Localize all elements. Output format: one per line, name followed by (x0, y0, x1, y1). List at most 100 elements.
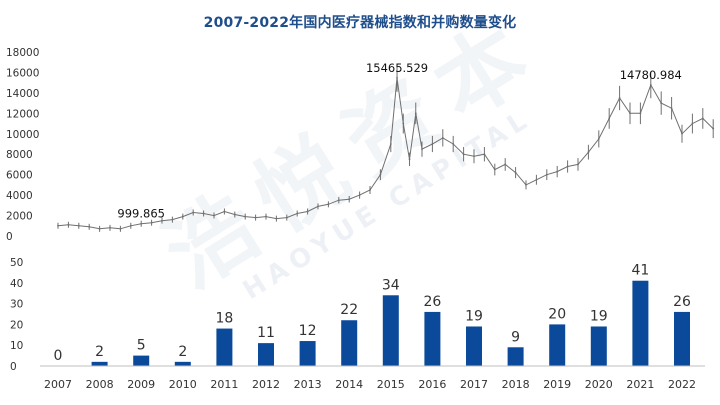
x-tick-label: 2013 (294, 378, 322, 391)
line-point (587, 151, 590, 154)
line-y-tick-label: 14000 (6, 88, 39, 100)
line-point (452, 143, 455, 145)
x-tick-label: 2018 (502, 378, 530, 391)
bar (91, 361, 108, 366)
line-point (649, 84, 652, 86)
line-point (233, 213, 236, 216)
line-chart-annotations: 999.865 15465.529 14780.984 (117, 61, 681, 221)
bar-data-label: 12 (299, 323, 317, 339)
bar (549, 324, 566, 366)
bar-data-label: 19 (465, 308, 483, 324)
x-tick-label: 2009 (127, 378, 155, 391)
line-point (285, 216, 288, 219)
line-point (639, 112, 642, 115)
line-point (389, 143, 392, 145)
line-y-tick-label: 16000 (6, 67, 39, 79)
line-point (109, 226, 111, 229)
bar (674, 311, 690, 366)
line-point (358, 194, 361, 197)
line-point (369, 189, 371, 191)
line-point (129, 224, 132, 227)
bar-data-label: 9 (511, 329, 520, 345)
line-point (493, 168, 496, 171)
bar-data-label: 2 (178, 344, 187, 360)
line-point (171, 218, 174, 221)
bar-data-label: 41 (631, 263, 649, 279)
bar-data-label: 5 (137, 338, 146, 354)
line-point (254, 216, 257, 219)
line-point (514, 171, 517, 174)
chart-title: 2007-2022年国内医疗器械指数和并购数量变化 (203, 15, 517, 31)
line-point (296, 212, 299, 215)
line-point (597, 137, 600, 140)
line-point (348, 198, 351, 201)
line-point (119, 227, 122, 230)
line-point (140, 222, 143, 225)
line-annotation-label: 15465.529 (366, 61, 428, 75)
x-tick-label: 2008 (86, 378, 114, 391)
line-point (681, 132, 683, 135)
bar (466, 326, 482, 366)
bar-data-label: 0 (54, 348, 63, 364)
bar (133, 355, 150, 366)
bar-y-tick-label: 50 (10, 257, 23, 269)
line-point (275, 217, 278, 220)
x-tick-label: 2014 (335, 378, 363, 391)
line-point (556, 170, 559, 173)
bar-data-label: 20 (548, 306, 566, 322)
bar-y-tick-label: 40 (10, 278, 23, 290)
line-point (462, 153, 465, 156)
x-tick-label: 2022 (668, 378, 696, 391)
x-tick-label: 2012 (252, 378, 280, 391)
bar-chart-plot (91, 280, 690, 366)
line-point (77, 224, 80, 227)
bar-chart-data-labels: 0 2 5 2 18 11 12 22 34 26 19 9 20 19 41 26 (54, 263, 691, 364)
bar (174, 361, 191, 366)
line-point (608, 117, 611, 120)
line-point (317, 205, 319, 208)
line-point (629, 112, 631, 115)
line-point (98, 227, 101, 230)
line-point (223, 210, 226, 213)
x-tick-label: 2019 (543, 378, 571, 391)
bar-data-label: 18 (215, 311, 233, 327)
line-point (525, 183, 527, 186)
line-point (337, 199, 340, 202)
line-point (431, 143, 434, 145)
bar-chart-y-axis: 0 10 20 30 40 50 (10, 257, 23, 373)
bar-data-label: 2 (95, 344, 104, 360)
bar (299, 341, 316, 366)
line-point (618, 97, 621, 99)
line-point (265, 215, 267, 218)
x-tick-label: 2011 (210, 378, 238, 391)
line-point (660, 102, 663, 105)
line-y-tick-label: 0 (6, 231, 13, 243)
line-point (396, 77, 398, 79)
line-point (327, 203, 330, 206)
bar-data-label: 26 (673, 294, 691, 310)
bar-y-tick-label: 10 (10, 340, 23, 352)
line-point (577, 163, 579, 166)
line-point (161, 219, 163, 222)
bar (258, 343, 274, 366)
line-y-tick-label: 4000 (6, 190, 33, 202)
x-tick-label: 2015 (377, 378, 405, 391)
bar (382, 295, 399, 366)
x-tick-label: 2007 (44, 378, 72, 391)
line-point (701, 117, 704, 120)
bar (632, 280, 649, 366)
line-point (192, 211, 195, 214)
line-point (712, 127, 715, 130)
line-y-tick-label: 2000 (6, 211, 33, 223)
line-annotation-label: 999.865 (117, 207, 165, 221)
line-point (421, 148, 423, 151)
line-point (88, 225, 91, 228)
line-point (57, 224, 59, 227)
bar-chart-x-axis: 2007 2008 2009 2010 2011 2012 2013 2014 2015 2016… (40, 365, 705, 391)
bar-y-tick-label: 20 (10, 319, 23, 331)
x-tick-label: 2010 (169, 378, 197, 391)
line-y-tick-label: 10000 (6, 129, 39, 141)
line-point (545, 173, 548, 176)
bar-data-label: 19 (590, 308, 608, 324)
